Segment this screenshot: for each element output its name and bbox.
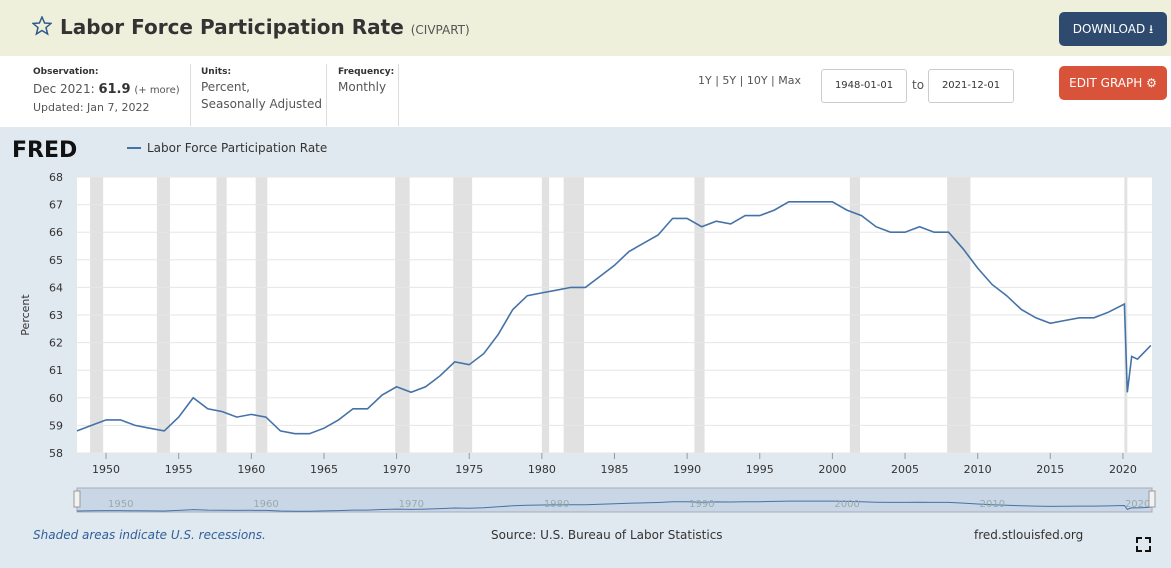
range-link[interactable]: Max	[778, 74, 802, 87]
fullscreen-icon[interactable]	[1136, 537, 1151, 552]
y-tick-label: 67	[49, 199, 63, 212]
navigator-label: 1970	[399, 499, 424, 510]
range-link[interactable]: 1Y	[698, 74, 712, 87]
obs-date: Dec 2021:	[33, 82, 95, 96]
range-link[interactable]: 10Y	[746, 74, 768, 87]
x-tick-label: 1950	[92, 463, 120, 476]
label: Observation:	[33, 67, 99, 77]
x-tick-label: 1980	[528, 463, 556, 476]
edit-graph-button[interactable]: EDIT GRAPH ⚙	[1059, 66, 1167, 100]
star-icon[interactable]	[32, 16, 52, 36]
download-label: DOWNLOAD	[1072, 22, 1146, 36]
y-tick-label: 58	[49, 447, 63, 460]
x-tick-label: 1955	[165, 463, 193, 476]
navigator	[76, 487, 1153, 513]
navigator-label: 2020	[1125, 499, 1150, 510]
chart: FRED Labor Force Participation Rate 58 59 60…	[0, 127, 1171, 568]
updated: Updated: Jan 7, 2022	[33, 101, 150, 114]
navigator-label: 1980	[544, 499, 569, 510]
y-tick-label: 64	[49, 281, 63, 294]
label: Frequency:	[338, 67, 395, 77]
units: Seasonally Adjusted	[201, 97, 323, 111]
legend-label: Labor Force Participation Rate	[147, 141, 327, 155]
series-id: (CIVPART)	[410, 23, 470, 37]
y-tick-label: 61	[49, 364, 63, 377]
obs-value: 61.9	[98, 82, 131, 97]
edit-label: EDIT GRAPH	[1069, 76, 1143, 90]
x-tick-label: 1975	[455, 463, 483, 476]
y-tick-label: 63	[49, 309, 63, 322]
more-link[interactable]: (+ more)	[134, 85, 180, 96]
x-tick-label: 2000	[818, 463, 846, 476]
end-date[interactable]: 2021-12-01	[928, 69, 1014, 103]
label: Units:	[201, 67, 232, 77]
x-tick-label: 1990	[673, 463, 701, 476]
range-link[interactable]: 5Y	[722, 74, 737, 87]
units: Percent,	[201, 80, 250, 94]
navigator-label: 1950	[108, 499, 133, 510]
navigator-line	[76, 500, 1151, 512]
y-tick-label: 68	[49, 171, 63, 184]
x-tick-label: 2015	[1036, 463, 1064, 476]
header: Labor Force Participation Rate (CIVPART)…	[0, 0, 1171, 56]
x-tick-label: 1985	[601, 463, 629, 476]
download-button[interactable]: DOWNLOAD ⭳	[1059, 12, 1167, 46]
start-date[interactable]: 1948-01-01	[821, 69, 907, 103]
navigator-label: 1960	[253, 499, 278, 510]
navigator-handle[interactable]	[73, 490, 81, 508]
logo: FRED	[12, 138, 77, 163]
range-links: 1Y | 5Y | 10Y | Max	[698, 74, 802, 87]
navigator-handle[interactable]	[1148, 490, 1156, 508]
x-tick-label: 1960	[237, 463, 265, 476]
note: Shaded areas indicate U.S. recessions.	[33, 528, 266, 542]
frequency: Monthly	[338, 80, 387, 94]
navigator-label: 2000	[834, 499, 859, 510]
y-tick-label: 60	[49, 392, 63, 405]
y-tick-label: 66	[49, 226, 63, 239]
y-tick-label: 62	[49, 337, 63, 350]
source: Source: U.S. Bureau of Labor Statistics	[491, 528, 723, 542]
x-tick-label: 2010	[964, 463, 992, 476]
site: fred.stlouisfed.org	[974, 528, 1083, 542]
y-tick-label: 59	[49, 419, 63, 432]
y-tick-label: 65	[49, 254, 63, 267]
navigator-label: 2010	[980, 499, 1005, 510]
x-tick-label: 2005	[891, 463, 919, 476]
data-line	[76, 201, 1152, 435]
x-tick-label: 1965	[310, 463, 338, 476]
to: to	[912, 78, 925, 92]
y-axis-label: Percent	[19, 294, 32, 336]
navigator-label: 1990	[689, 499, 714, 510]
title: Labor Force Participation Rate (CIVPART)	[60, 15, 470, 39]
x-tick-label: 1995	[746, 463, 774, 476]
x-tick-label: 2020	[1109, 463, 1137, 476]
title-text: Labor Force Participation Rate	[60, 15, 404, 39]
x-tick-label: 1970	[383, 463, 411, 476]
